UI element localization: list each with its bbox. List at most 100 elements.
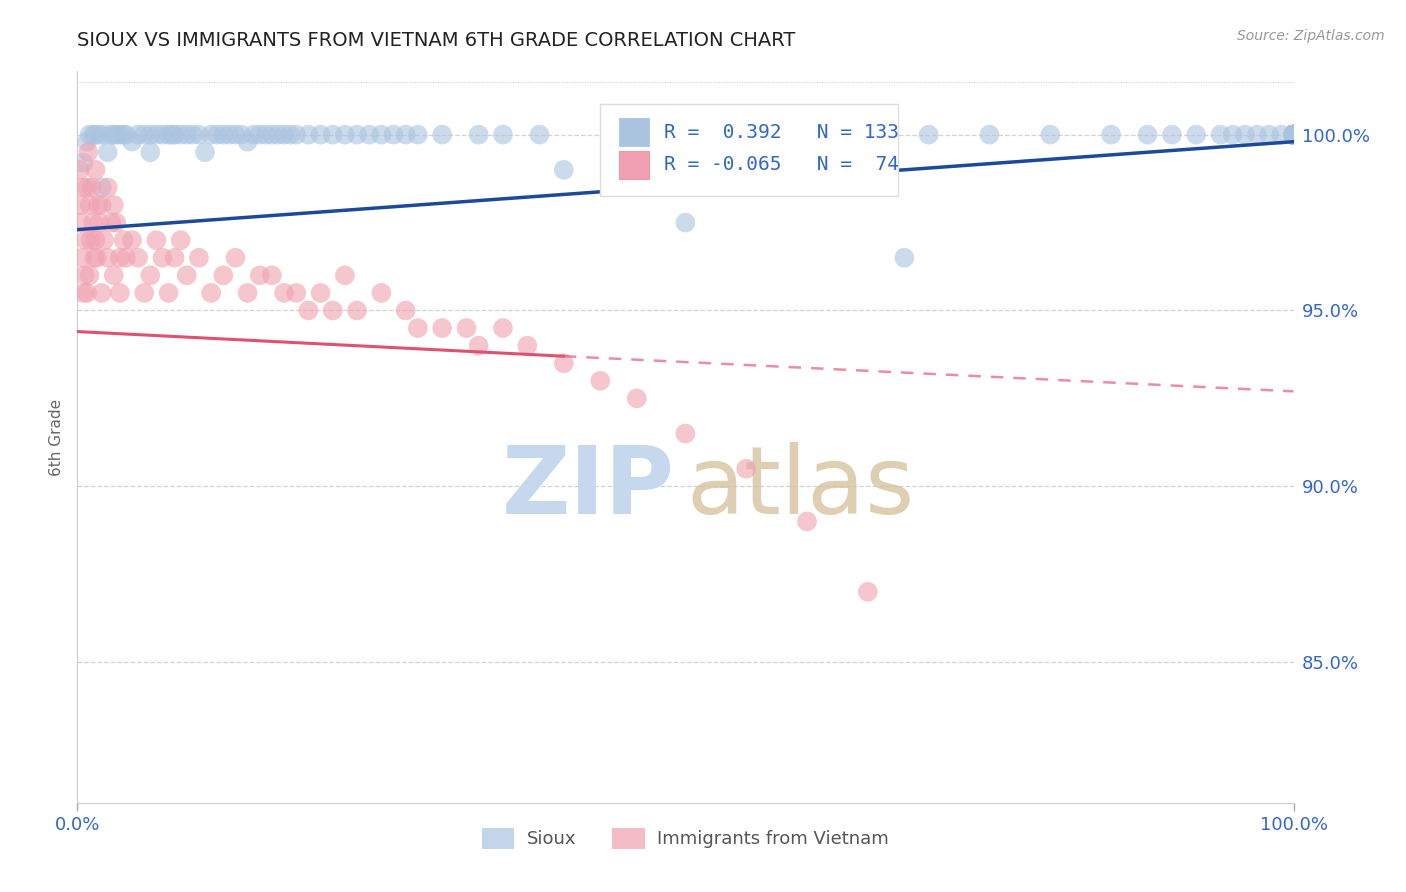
- Point: [856, 584, 879, 599]
- Point: [1282, 128, 1305, 142]
- Point: [157, 128, 180, 142]
- Point: [254, 128, 277, 142]
- Point: [456, 321, 478, 335]
- Point: [529, 128, 551, 142]
- Point: [242, 128, 264, 142]
- Point: [1282, 128, 1305, 142]
- Point: [103, 128, 125, 142]
- Point: [406, 321, 429, 335]
- Point: [333, 128, 356, 142]
- Text: atlas: atlas: [688, 442, 915, 534]
- Text: Source: ZipAtlas.com: Source: ZipAtlas.com: [1237, 29, 1385, 43]
- Text: R =  0.392   N = 133: R = 0.392 N = 133: [664, 122, 898, 142]
- Point: [194, 145, 217, 160]
- Point: [224, 128, 246, 142]
- Point: [1282, 128, 1305, 142]
- Point: [108, 251, 131, 265]
- Bar: [619, 118, 650, 146]
- Text: ZIP: ZIP: [502, 442, 675, 534]
- Point: [1282, 128, 1305, 142]
- Point: [82, 128, 104, 142]
- Point: [260, 128, 283, 142]
- Point: [382, 128, 405, 142]
- Point: [79, 268, 101, 283]
- Point: [260, 268, 283, 283]
- Point: [77, 145, 100, 160]
- Point: [492, 321, 515, 335]
- Point: [1282, 128, 1305, 142]
- Point: [157, 285, 180, 300]
- Point: [406, 128, 429, 142]
- Point: [1282, 128, 1305, 142]
- Point: [1209, 128, 1232, 142]
- Y-axis label: 6th Grade: 6th Grade: [49, 399, 65, 475]
- Point: [1282, 128, 1305, 142]
- Point: [249, 128, 271, 142]
- Point: [1282, 128, 1305, 142]
- Point: [467, 339, 489, 353]
- Point: [1282, 128, 1305, 142]
- Point: [188, 128, 211, 142]
- Point: [1282, 128, 1305, 142]
- Point: [675, 426, 697, 441]
- Point: [76, 180, 98, 194]
- Point: [160, 128, 183, 142]
- Point: [163, 128, 186, 142]
- Point: [72, 155, 94, 169]
- Point: [1282, 128, 1305, 142]
- Point: [1136, 128, 1159, 142]
- Point: [152, 128, 174, 142]
- Point: [83, 251, 105, 265]
- Point: [1282, 128, 1305, 142]
- Point: [97, 180, 120, 194]
- Point: [430, 321, 453, 335]
- Point: [152, 251, 174, 265]
- Point: [1282, 128, 1305, 142]
- Point: [322, 128, 344, 142]
- Point: [1282, 128, 1305, 142]
- Point: [273, 128, 295, 142]
- Point: [1282, 128, 1305, 142]
- Point: [176, 268, 198, 283]
- Point: [1258, 128, 1281, 142]
- Point: [516, 339, 538, 353]
- Point: [309, 285, 332, 300]
- Point: [200, 285, 222, 300]
- Point: [1282, 128, 1305, 142]
- Point: [134, 128, 156, 142]
- Point: [93, 128, 115, 142]
- Point: [1282, 128, 1305, 142]
- Point: [212, 128, 235, 142]
- Text: SIOUX VS IMMIGRANTS FROM VIETNAM 6TH GRADE CORRELATION CHART: SIOUX VS IMMIGRANTS FROM VIETNAM 6TH GRA…: [77, 31, 796, 50]
- Point: [1233, 128, 1256, 142]
- Point: [1282, 128, 1305, 142]
- Point: [84, 128, 107, 142]
- Bar: [619, 151, 650, 179]
- Point: [1282, 128, 1305, 142]
- Point: [75, 233, 97, 247]
- Point: [90, 180, 112, 194]
- Point: [212, 268, 235, 283]
- Point: [553, 162, 575, 177]
- Point: [675, 216, 697, 230]
- Point: [1282, 128, 1305, 142]
- Point: [145, 128, 167, 142]
- Point: [103, 268, 125, 283]
- Point: [297, 303, 319, 318]
- Point: [1282, 128, 1305, 142]
- Point: [108, 285, 131, 300]
- Point: [121, 233, 143, 247]
- Point: [1282, 128, 1305, 142]
- Point: [1282, 128, 1305, 142]
- Point: [1282, 128, 1305, 142]
- Point: [370, 128, 392, 142]
- Point: [333, 268, 356, 283]
- Point: [97, 145, 120, 160]
- Point: [1282, 128, 1305, 142]
- Point: [89, 216, 111, 230]
- Point: [231, 128, 253, 142]
- Point: [1161, 128, 1184, 142]
- Legend: Sioux, Immigrants from Vietnam: Sioux, Immigrants from Vietnam: [474, 821, 897, 856]
- Point: [200, 128, 222, 142]
- Point: [163, 251, 186, 265]
